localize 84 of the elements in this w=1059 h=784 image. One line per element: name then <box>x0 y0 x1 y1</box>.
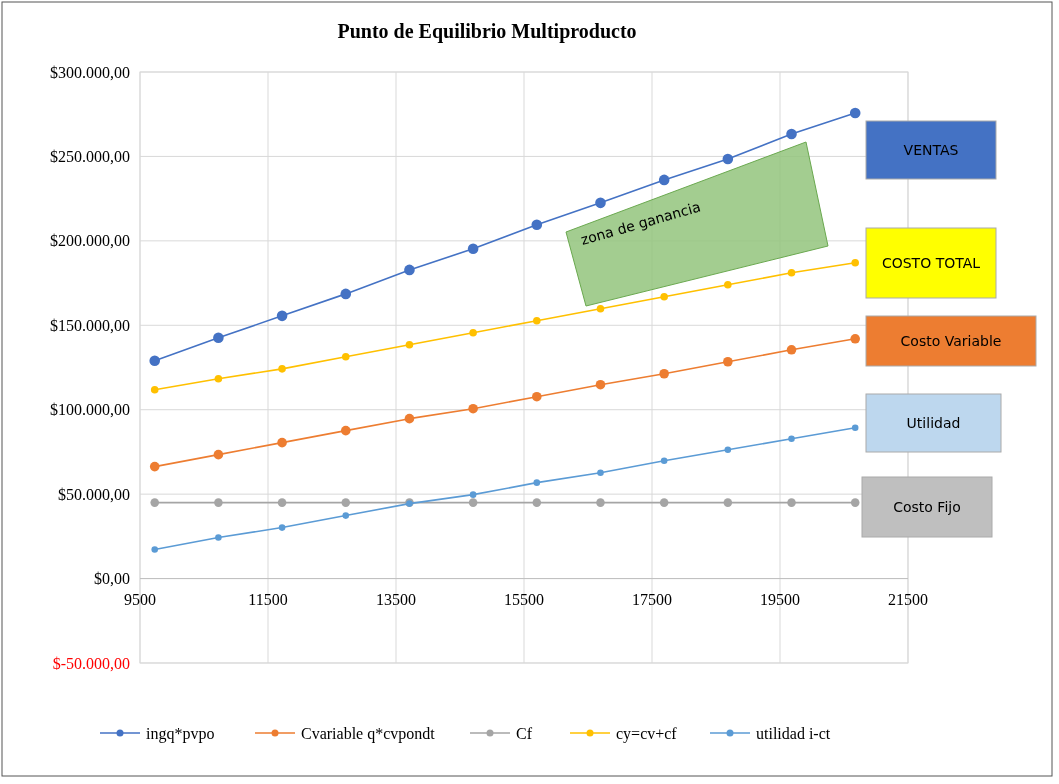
point <box>533 479 541 486</box>
point <box>468 403 478 414</box>
x-tick-label: 17500 <box>632 590 672 608</box>
point <box>532 391 542 402</box>
x-tick-label: 19500 <box>760 590 800 608</box>
chart-title: Punto de Equilibrio Multiproducto <box>337 20 637 43</box>
legend-label: Cf <box>516 724 533 742</box>
point <box>342 512 350 519</box>
point <box>149 355 161 367</box>
annotation: Utilidad <box>906 414 961 431</box>
point <box>788 435 795 443</box>
x-tick-label: 11500 <box>248 590 288 608</box>
point <box>151 546 159 553</box>
point <box>723 356 733 367</box>
point <box>787 498 796 507</box>
x-tick-label: 13500 <box>376 590 416 608</box>
annotation: Costo Variable <box>900 332 1002 349</box>
point <box>850 333 860 344</box>
y-tick-label: $50.000,00 <box>58 485 130 503</box>
annotation: Costo Fijo <box>893 498 961 515</box>
point <box>215 534 222 541</box>
point <box>595 379 606 390</box>
point <box>596 304 605 313</box>
point <box>596 498 605 507</box>
point <box>849 107 861 119</box>
point <box>276 310 288 322</box>
y-tick-label: $200.000,00 <box>50 232 130 250</box>
point <box>851 259 859 267</box>
point <box>786 344 797 355</box>
x-tick-label: 9500 <box>124 590 156 608</box>
point <box>722 153 734 165</box>
point <box>404 264 415 276</box>
x-tick-label: 15500 <box>504 590 544 608</box>
point <box>150 385 159 394</box>
annotation: VENTAS <box>903 141 959 158</box>
point <box>531 219 543 231</box>
point <box>341 352 350 361</box>
point <box>340 288 352 300</box>
point <box>467 243 479 255</box>
x-tick-label: 21500 <box>888 590 928 608</box>
point <box>658 174 670 186</box>
y-tick-label: $150.000,00 <box>50 316 130 334</box>
y-tick-label: $300.000,00 <box>50 63 130 81</box>
y-tick-label: $-50.000,00 <box>52 654 130 672</box>
point <box>851 424 859 432</box>
y-tick-label: $250.000,00 <box>50 148 130 166</box>
point <box>149 461 160 472</box>
point <box>660 457 668 465</box>
point <box>532 498 542 507</box>
point <box>340 425 351 436</box>
point <box>787 268 796 277</box>
point <box>213 449 224 460</box>
point <box>150 498 160 507</box>
point <box>595 197 606 209</box>
point <box>277 437 287 448</box>
legend-label: utilidad i-ct <box>756 724 831 742</box>
point <box>533 316 541 325</box>
point <box>659 368 669 379</box>
point <box>278 365 286 373</box>
point <box>850 498 860 507</box>
point <box>597 469 604 476</box>
point <box>213 332 224 344</box>
point <box>723 498 733 507</box>
point <box>341 498 351 507</box>
annotation: COSTO TOTAL <box>881 254 981 271</box>
point <box>278 524 286 531</box>
point <box>724 446 732 454</box>
point <box>277 498 287 507</box>
legend-label: Cvariable q*cvpondt <box>301 724 436 743</box>
point <box>724 280 732 289</box>
point <box>469 491 477 498</box>
point <box>786 128 797 140</box>
point <box>214 375 223 383</box>
legend-label: cy=cv+cf <box>616 724 678 743</box>
legend-label: ingq*pvpo <box>146 724 215 743</box>
point <box>660 292 668 301</box>
point <box>405 340 414 349</box>
y-tick-label: $100.000,00 <box>50 401 130 419</box>
y-tick-label: $0,00 <box>94 570 130 588</box>
point <box>659 498 669 507</box>
point <box>468 498 478 507</box>
point <box>404 413 415 424</box>
point <box>214 498 223 507</box>
point <box>469 328 477 337</box>
